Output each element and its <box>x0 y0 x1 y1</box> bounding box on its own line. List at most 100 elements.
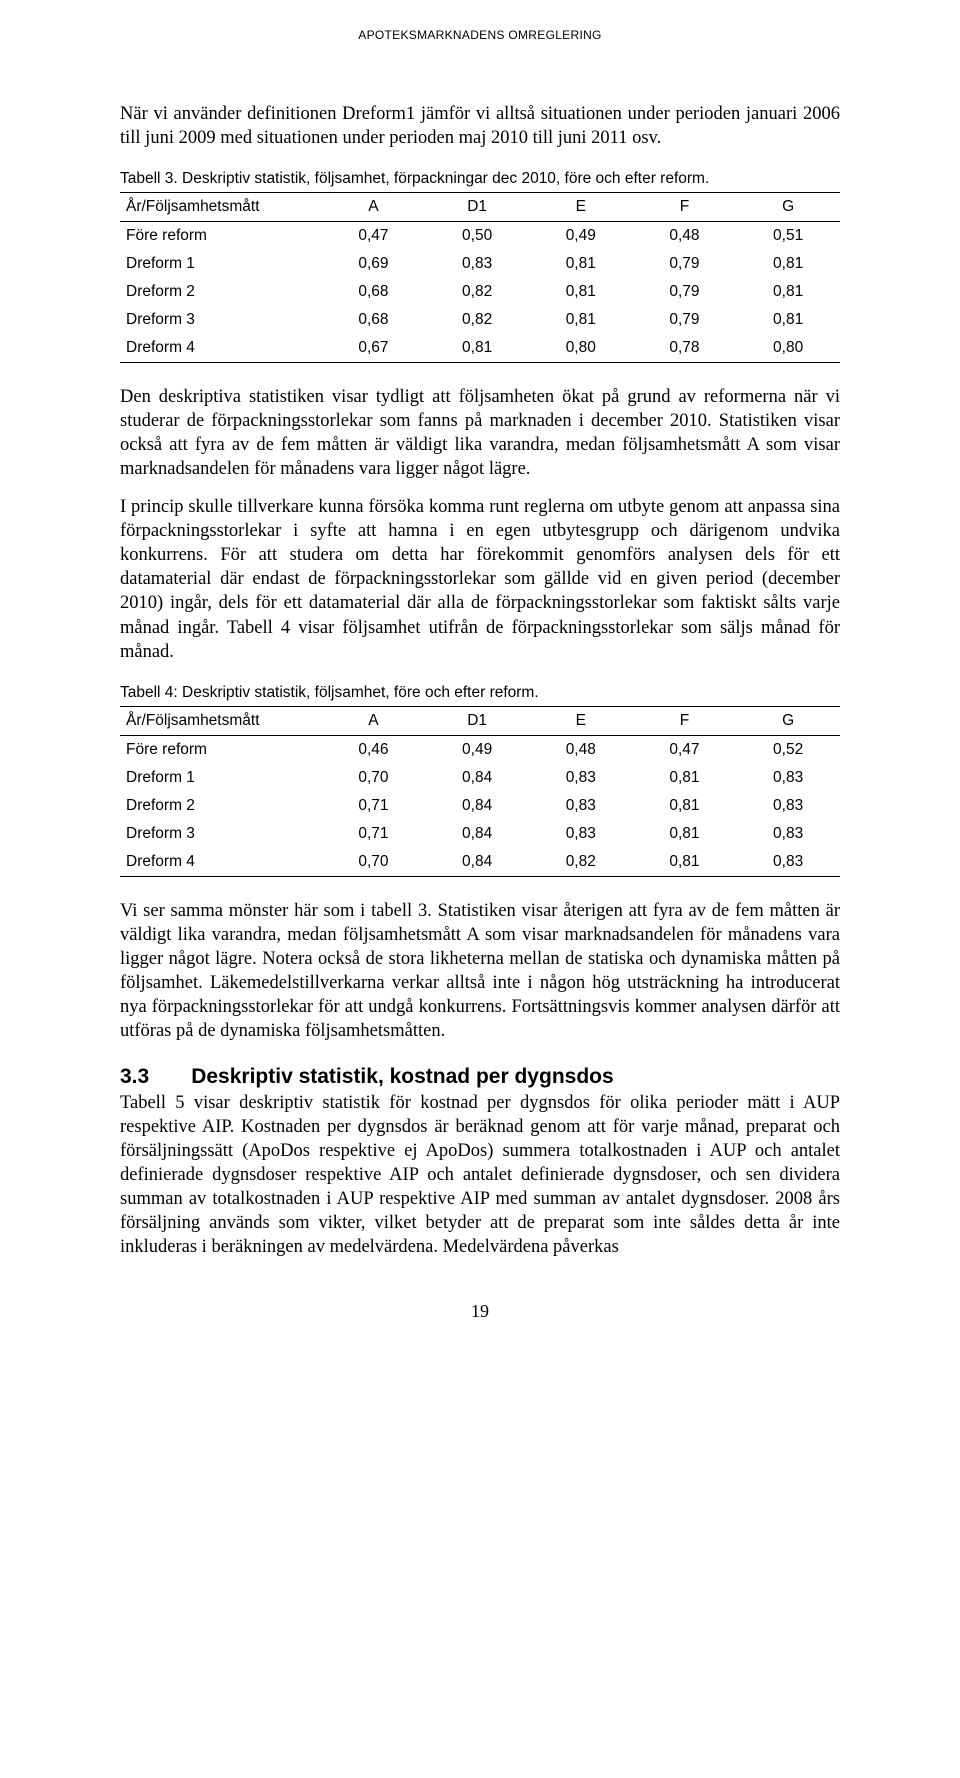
cell-value: 0,83 <box>736 792 840 820</box>
cell-value: 0,83 <box>425 250 529 278</box>
cell-value: 0,83 <box>736 820 840 848</box>
table3-h3: E <box>529 193 633 222</box>
row-label: Dreform 3 <box>120 820 322 848</box>
table3-h2: D1 <box>425 193 529 222</box>
row-label: Dreform 2 <box>120 278 322 306</box>
cell-value: 0,81 <box>736 250 840 278</box>
cell-value: 0,81 <box>529 306 633 334</box>
table3-caption: Tabell 3. Deskriptiv statistik, följsamh… <box>120 170 840 188</box>
cell-value: 0,79 <box>633 250 737 278</box>
cell-value: 0,83 <box>736 764 840 792</box>
cell-value: 0,68 <box>322 278 426 306</box>
table-row: Dreform 30,710,840,830,810,83 <box>120 820 840 848</box>
table4-header-row: År/Följsamhetsmått A D1 E F G <box>120 706 840 735</box>
section-heading: 3.3 Deskriptiv statistik, kostnad per dyg… <box>120 1065 840 1089</box>
page-number: 19 <box>120 1301 840 1322</box>
table-row: Dreform 10,700,840,830,810,83 <box>120 764 840 792</box>
cell-value: 0,70 <box>322 764 426 792</box>
table-row: Dreform 20,710,840,830,810,83 <box>120 792 840 820</box>
cell-value: 0,84 <box>425 820 529 848</box>
table3-h1: A <box>322 193 426 222</box>
paragraph-2: Den deskriptiva statistiken visar tydlig… <box>120 385 840 481</box>
table4-h0: År/Följsamhetsmått <box>120 706 322 735</box>
table4-h2: D1 <box>425 706 529 735</box>
cell-value: 0,81 <box>736 306 840 334</box>
paragraph-5: Tabell 5 visar deskriptiv statistik för … <box>120 1091 840 1259</box>
table-row: Dreform 20,680,820,810,790,81 <box>120 278 840 306</box>
table3-body: Före reform0,470,500,490,480,51Dreform 1… <box>120 222 840 363</box>
table4-h4: F <box>633 706 737 735</box>
paragraph-3: I princip skulle tillverkare kunna försö… <box>120 495 840 663</box>
table4-caption: Tabell 4: Deskriptiv statistik, följsamh… <box>120 684 840 702</box>
cell-value: 0,69 <box>322 250 426 278</box>
cell-value: 0,68 <box>322 306 426 334</box>
cell-value: 0,81 <box>633 764 737 792</box>
cell-value: 0,49 <box>425 735 529 764</box>
page-container: APOTEKSMARKNADENS OMREGLERING När vi anv… <box>0 0 960 1362</box>
row-label: Dreform 1 <box>120 250 322 278</box>
paragraph-4: Vi ser samma mönster här som i tabell 3.… <box>120 899 840 1043</box>
cell-value: 0,71 <box>322 792 426 820</box>
row-label: Dreform 2 <box>120 792 322 820</box>
table3-h4: F <box>633 193 737 222</box>
running-header: APOTEKSMARKNADENS OMREGLERING <box>120 28 840 42</box>
table-row: Dreform 40,700,840,820,810,83 <box>120 848 840 877</box>
cell-value: 0,80 <box>529 334 633 363</box>
cell-value: 0,79 <box>633 278 737 306</box>
cell-value: 0,83 <box>529 792 633 820</box>
cell-value: 0,83 <box>529 820 633 848</box>
row-label: Före reform <box>120 222 322 251</box>
cell-value: 0,80 <box>736 334 840 363</box>
cell-value: 0,46 <box>322 735 426 764</box>
row-label: Dreform 4 <box>120 848 322 877</box>
row-label: Dreform 3 <box>120 306 322 334</box>
cell-value: 0,47 <box>322 222 426 251</box>
row-label: Dreform 4 <box>120 334 322 363</box>
cell-value: 0,81 <box>736 278 840 306</box>
table3-header-row: År/Följsamhetsmått A D1 E F G <box>120 193 840 222</box>
table4-h1: A <box>322 706 426 735</box>
section-number: 3.3 <box>120 1065 149 1089</box>
row-label: Före reform <box>120 735 322 764</box>
cell-value: 0,52 <box>736 735 840 764</box>
cell-value: 0,81 <box>425 334 529 363</box>
table-row: Före reform0,460,490,480,470,52 <box>120 735 840 764</box>
cell-value: 0,81 <box>529 250 633 278</box>
cell-value: 0,50 <box>425 222 529 251</box>
table-row: Dreform 10,690,830,810,790,81 <box>120 250 840 278</box>
cell-value: 0,48 <box>529 735 633 764</box>
paragraph-intro: När vi använder definitionen Dreform1 jä… <box>120 102 840 150</box>
cell-value: 0,78 <box>633 334 737 363</box>
cell-value: 0,81 <box>529 278 633 306</box>
table3-h0: År/Följsamhetsmått <box>120 193 322 222</box>
row-label: Dreform 1 <box>120 764 322 792</box>
cell-value: 0,47 <box>633 735 737 764</box>
table-row: Före reform0,470,500,490,480,51 <box>120 222 840 251</box>
cell-value: 0,70 <box>322 848 426 877</box>
cell-value: 0,83 <box>529 764 633 792</box>
table3: År/Följsamhetsmått A D1 E F G Före refor… <box>120 192 840 363</box>
cell-value: 0,84 <box>425 848 529 877</box>
cell-value: 0,67 <box>322 334 426 363</box>
cell-value: 0,71 <box>322 820 426 848</box>
cell-value: 0,51 <box>736 222 840 251</box>
cell-value: 0,81 <box>633 820 737 848</box>
cell-value: 0,81 <box>633 792 737 820</box>
table-row: Dreform 40,670,810,800,780,80 <box>120 334 840 363</box>
cell-value: 0,84 <box>425 764 529 792</box>
cell-value: 0,81 <box>633 848 737 877</box>
table4-body: Före reform0,460,490,480,470,52Dreform 1… <box>120 735 840 876</box>
table3-h5: G <box>736 193 840 222</box>
table4-h5: G <box>736 706 840 735</box>
cell-value: 0,49 <box>529 222 633 251</box>
cell-value: 0,82 <box>529 848 633 877</box>
cell-value: 0,82 <box>425 278 529 306</box>
cell-value: 0,79 <box>633 306 737 334</box>
cell-value: 0,84 <box>425 792 529 820</box>
cell-value: 0,82 <box>425 306 529 334</box>
cell-value: 0,83 <box>736 848 840 877</box>
table4: År/Följsamhetsmått A D1 E F G Före refor… <box>120 706 840 877</box>
cell-value: 0,48 <box>633 222 737 251</box>
section-title: Deskriptiv statistik, kostnad per dygnsd… <box>191 1065 613 1088</box>
table-row: Dreform 30,680,820,810,790,81 <box>120 306 840 334</box>
